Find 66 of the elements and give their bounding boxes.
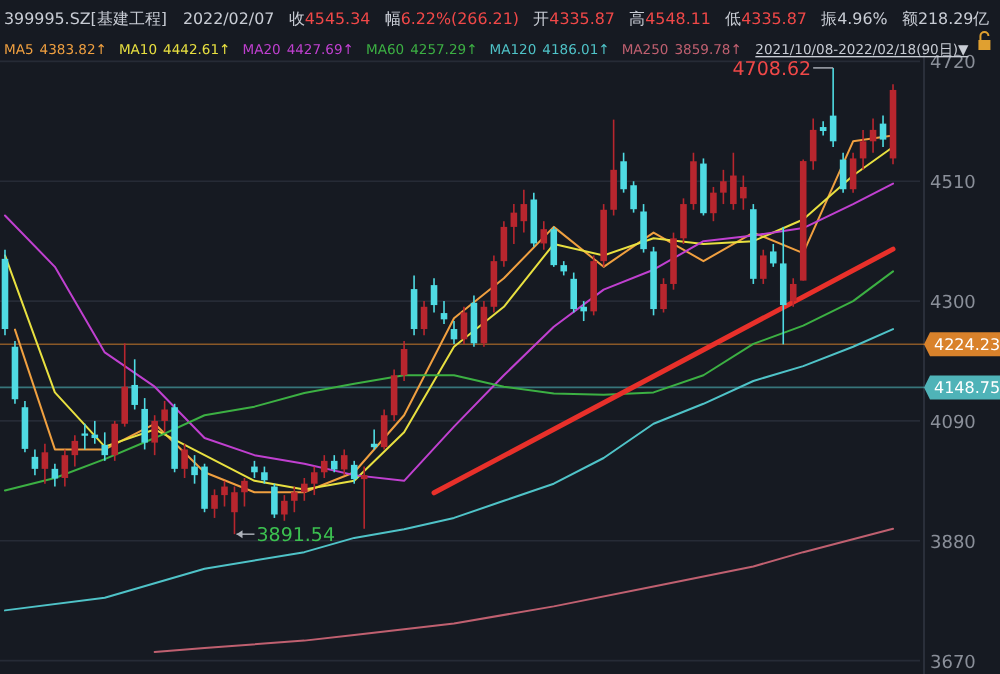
candlestick (710, 186, 717, 222)
candlestick (151, 414, 158, 456)
candlestick (819, 120, 827, 137)
candlestick (380, 408, 388, 451)
candlestick (540, 220, 548, 251)
candlestick (161, 400, 168, 434)
annotation: 3891.54 (256, 525, 336, 548)
candlestick (879, 114, 887, 148)
y-tick-label: 4510 (930, 174, 977, 195)
candlestick (670, 231, 677, 291)
candlestick (410, 274, 418, 337)
candlestick (610, 118, 617, 217)
candlestick (61, 448, 69, 488)
candlestick (111, 420, 119, 462)
candlestick (390, 368, 398, 422)
candlestick (859, 129, 867, 171)
y-tick-label: 3880 (930, 533, 977, 554)
candlestick (301, 477, 308, 502)
candlestick (181, 442, 188, 479)
candlestick (680, 197, 687, 245)
candlestick (420, 300, 428, 337)
candlestick (291, 485, 298, 514)
candlestick (760, 248, 767, 285)
candlestick (849, 151, 857, 194)
candlestick (121, 342, 129, 428)
annotation: 4708.62 (732, 58, 812, 81)
candlestick (690, 151, 697, 211)
candlestick (131, 358, 138, 411)
candlestick (789, 277, 797, 308)
candlestick (480, 300, 488, 348)
candlestick (311, 465, 318, 496)
candlestick (520, 189, 528, 234)
candlestick (809, 117, 817, 171)
candlestick (640, 203, 647, 254)
candlestick (271, 482, 278, 519)
candlestick (779, 226, 787, 346)
line-series (3, 328, 895, 612)
candlestick (41, 442, 49, 485)
candlestick (350, 460, 358, 485)
y-tick-label: 4300 (930, 294, 977, 315)
candlestick (21, 400, 29, 454)
candlestick (141, 397, 148, 451)
y-tick-label: 3670 (930, 653, 977, 674)
candlestick (490, 254, 498, 314)
candlestick (101, 431, 109, 462)
candlestick (660, 277, 667, 314)
candlestick (550, 226, 558, 268)
candlestick (241, 477, 248, 508)
line-series (3, 270, 895, 492)
candlestick (360, 465, 368, 530)
candlestick (281, 494, 288, 522)
candlestick (211, 488, 218, 519)
candlestick (320, 454, 328, 479)
candlestick (500, 220, 508, 268)
y-tick-label: 4090 (930, 413, 977, 434)
candlestick (51, 462, 59, 488)
candlestick (340, 448, 348, 476)
candlestick (430, 277, 438, 314)
candlestick (470, 294, 478, 348)
candlestick (400, 340, 408, 382)
candlestick (769, 243, 777, 268)
candlestick (460, 305, 468, 345)
ref-line-label: 4224.23 (934, 336, 1000, 355)
ref-line-label: 4148.75 (934, 379, 1000, 398)
candlestick (31, 448, 39, 476)
line-series (153, 527, 895, 654)
